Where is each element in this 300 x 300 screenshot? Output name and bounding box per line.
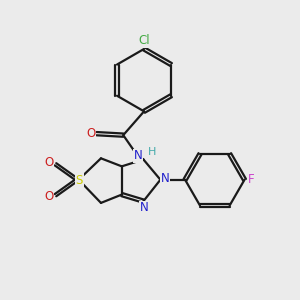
Text: N: N (134, 149, 142, 162)
Text: H: H (148, 147, 156, 157)
Text: N: N (140, 201, 148, 214)
Text: O: O (86, 127, 96, 140)
Text: O: O (44, 190, 54, 203)
Text: S: S (76, 174, 83, 187)
Text: N: N (161, 172, 170, 185)
Text: Cl: Cl (138, 34, 150, 47)
Text: F: F (248, 173, 254, 186)
Text: O: O (44, 156, 54, 169)
